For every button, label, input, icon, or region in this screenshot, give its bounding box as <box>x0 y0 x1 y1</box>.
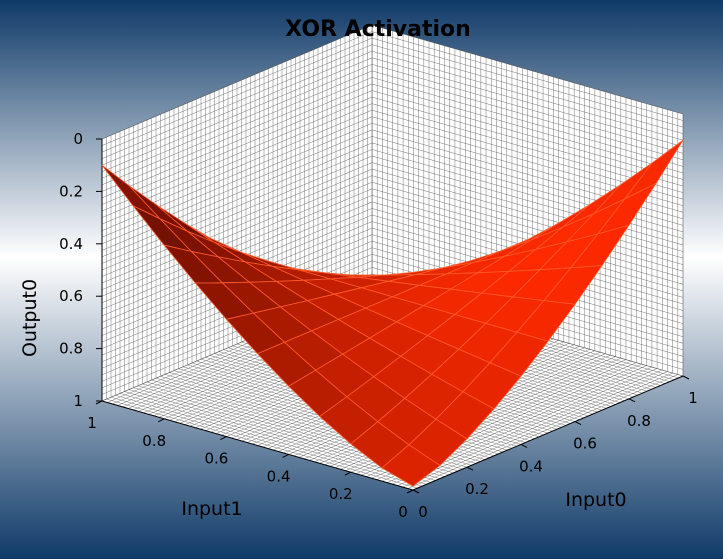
z-axis-label: Output0 <box>19 279 41 357</box>
x-tick-label: 0.6 <box>573 435 597 453</box>
y-tick-mark <box>220 436 227 441</box>
y-tick-mark <box>406 489 414 494</box>
wall-gridline <box>371 31 684 121</box>
wall-gridline <box>101 96 373 212</box>
x-axis-label: Input0 <box>565 489 626 511</box>
wall-gridline <box>371 155 684 246</box>
z-tick-label: 0.4 <box>59 235 83 253</box>
y-tick-label: 0.8 <box>142 432 166 450</box>
x-tick-label: 0.2 <box>465 480 489 498</box>
x-tick-mark <box>574 421 582 426</box>
y-tick-mark <box>282 453 289 458</box>
wall-gridline <box>371 57 684 147</box>
x-tick-label: 0 <box>418 503 428 521</box>
wall-gridline <box>101 50 373 166</box>
wall-gridline <box>371 90 684 180</box>
wall-gridline <box>371 175 684 265</box>
wall-gridline <box>371 44 684 134</box>
x-tick-label: 1 <box>688 389 698 407</box>
y-axis-label: Input1 <box>181 498 242 520</box>
wall-gridline <box>371 181 684 272</box>
wall-gridline <box>101 149 373 264</box>
wall-gridline <box>371 188 684 278</box>
wall-gridline <box>101 90 373 205</box>
z-tick-label: 0.2 <box>59 182 83 200</box>
wall-gridline <box>101 142 373 258</box>
chart-title: XOR Activation <box>285 17 471 42</box>
y-tick-label: 1 <box>87 414 97 432</box>
z-tick-label: 1 <box>73 392 83 410</box>
wall-gridline <box>371 77 684 167</box>
y-tick-label: 0.6 <box>204 450 228 468</box>
wall-gridline <box>101 31 373 146</box>
wall-gridline <box>371 50 684 141</box>
y-axis-line <box>101 400 414 491</box>
wall-gridline <box>101 181 373 297</box>
x-tick-label: 0.4 <box>519 457 543 475</box>
wall-gridline <box>371 64 684 154</box>
z-tick-label: 0.8 <box>59 340 83 358</box>
x-tick-mark <box>628 398 636 403</box>
x-tick-mark <box>682 375 690 380</box>
wall-gridline <box>101 162 373 277</box>
x-tick-mark <box>412 489 420 494</box>
wall-gridline <box>371 149 684 239</box>
wall-gridline <box>371 162 684 252</box>
y-tick-label: 0 <box>398 503 408 521</box>
wall-gridline <box>101 77 373 192</box>
wall-gridline <box>371 168 684 259</box>
wall-gridline <box>371 96 684 187</box>
wall-gridline <box>101 136 373 251</box>
x-axis-line <box>412 375 684 491</box>
x-tick-mark <box>466 466 474 471</box>
wall-gridline <box>371 83 684 174</box>
wall-gridline <box>101 129 373 245</box>
wall-gridline <box>101 44 373 159</box>
wall-gridline <box>101 70 373 186</box>
wall-gridline <box>101 168 373 284</box>
wall-gridline <box>101 155 373 271</box>
y-tick-label: 0.2 <box>329 485 353 503</box>
wall-gridline <box>371 37 684 128</box>
wall-gridline <box>371 70 684 161</box>
y-tick-mark <box>344 471 352 476</box>
z-tick-label: 0.6 <box>59 287 83 305</box>
wall-gridline <box>101 64 373 179</box>
x-tick-mark <box>520 443 528 448</box>
wall-gridline <box>101 175 373 290</box>
wall-gridline <box>101 57 373 172</box>
y-tick-label: 0.4 <box>267 467 291 485</box>
wall-gridline <box>101 188 373 303</box>
y-tick-mark <box>157 418 165 423</box>
wall-gridline <box>101 83 373 199</box>
wall-gridline <box>101 37 373 153</box>
z-tick-label: 0 <box>73 130 83 148</box>
x-tick-label: 0.8 <box>627 412 651 430</box>
surface-patch <box>381 444 441 487</box>
